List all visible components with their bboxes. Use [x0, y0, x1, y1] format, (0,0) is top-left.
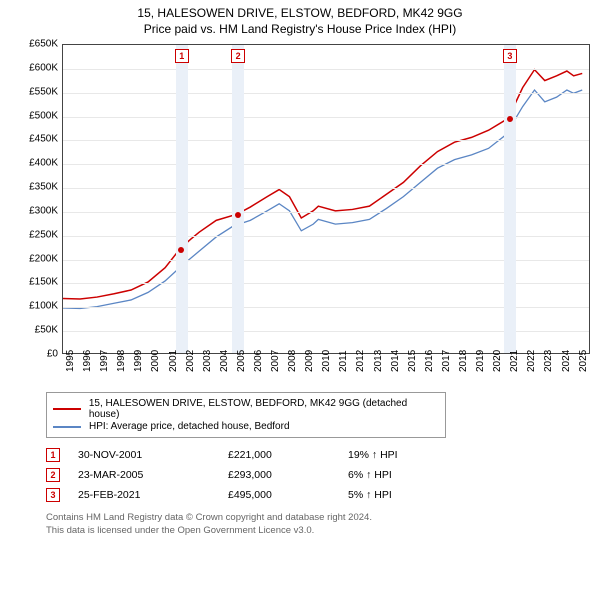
legend-item: HPI: Average price, detached house, Bedf… — [53, 421, 439, 432]
y-axis-label: £200K — [28, 253, 58, 264]
footer-line-2: This data is licensed under the Open Gov… — [46, 525, 590, 538]
events-table: 1 30-NOV-2001£221,00019% ↑ HPI 2 23-MAR-200… — [46, 448, 590, 502]
chart-marker-box: 1 — [175, 49, 189, 63]
event-date: 30-NOV-2001 — [78, 449, 228, 461]
header: 15, HALESOWEN DRIVE, ELSTOW, BEDFORD, MK… — [0, 0, 600, 38]
event-price: £221,000 — [228, 449, 348, 461]
legend-label: 15, HALESOWEN DRIVE, ELSTOW, BEDFORD, MK… — [89, 398, 439, 420]
data-point-dot — [235, 212, 241, 218]
y-axis-label: £150K — [28, 277, 58, 288]
y-axis-label: £0 — [28, 349, 58, 360]
legend: 15, HALESOWEN DRIVE, ELSTOW, BEDFORD, MK… — [46, 392, 446, 438]
page-subtitle: Price paid vs. HM Land Registry's House … — [0, 22, 600, 36]
chart-marker-box: 2 — [231, 49, 245, 63]
x-axis-label: 2025 — [578, 342, 600, 372]
event-delta: 5% ↑ HPI — [348, 489, 392, 501]
legend-label: HPI: Average price, detached house, Bedf… — [89, 421, 290, 432]
y-axis-label: £100K — [28, 301, 58, 312]
highlight-band — [504, 45, 516, 353]
event-price: £293,000 — [228, 469, 348, 481]
chart: 1 2 3 £0 £50K £100K £150K £200K £250K £300K £350K… — [30, 44, 590, 384]
event-num-box: 3 — [46, 488, 60, 502]
event-num-box: 2 — [46, 468, 60, 482]
chart-marker-box: 3 — [503, 49, 517, 63]
plot-area: 1 2 3 — [62, 44, 590, 354]
event-row: 2 23-MAR-2005£293,0006% ↑ HPI — [46, 468, 590, 482]
event-row: 3 25-FEB-2021£495,0005% ↑ HPI — [46, 488, 590, 502]
event-date: 25-FEB-2021 — [78, 489, 228, 501]
event-delta: 19% ↑ HPI — [348, 449, 398, 461]
event-delta: 6% ↑ HPI — [348, 469, 392, 481]
footer-line-1: Contains HM Land Registry data © Crown c… — [46, 512, 590, 525]
footer: Contains HM Land Registry data © Crown c… — [46, 512, 590, 538]
y-axis-label: £500K — [28, 110, 58, 121]
event-row: 1 30-NOV-2001£221,00019% ↑ HPI — [46, 448, 590, 462]
highlight-band — [176, 45, 188, 353]
highlight-band — [232, 45, 244, 353]
y-axis-label: £450K — [28, 134, 58, 145]
event-num-box: 1 — [46, 448, 60, 462]
event-date: 23-MAR-2005 — [78, 469, 228, 481]
y-axis-label: £550K — [28, 86, 58, 97]
page-title: 15, HALESOWEN DRIVE, ELSTOW, BEDFORD, MK… — [0, 6, 600, 20]
y-axis-label: £650K — [28, 39, 58, 50]
legend-swatch — [53, 426, 81, 428]
legend-swatch — [53, 408, 81, 410]
y-axis-label: £250K — [28, 229, 58, 240]
event-price: £495,000 — [228, 489, 348, 501]
y-axis-label: £50K — [28, 325, 58, 336]
y-axis-label: £300K — [28, 205, 58, 216]
y-axis-label: £600K — [28, 62, 58, 73]
data-point-dot — [178, 247, 184, 253]
legend-item: 15, HALESOWEN DRIVE, ELSTOW, BEDFORD, MK… — [53, 398, 439, 420]
y-axis-label: £350K — [28, 182, 58, 193]
data-point-dot — [507, 116, 513, 122]
y-axis-label: £400K — [28, 158, 58, 169]
